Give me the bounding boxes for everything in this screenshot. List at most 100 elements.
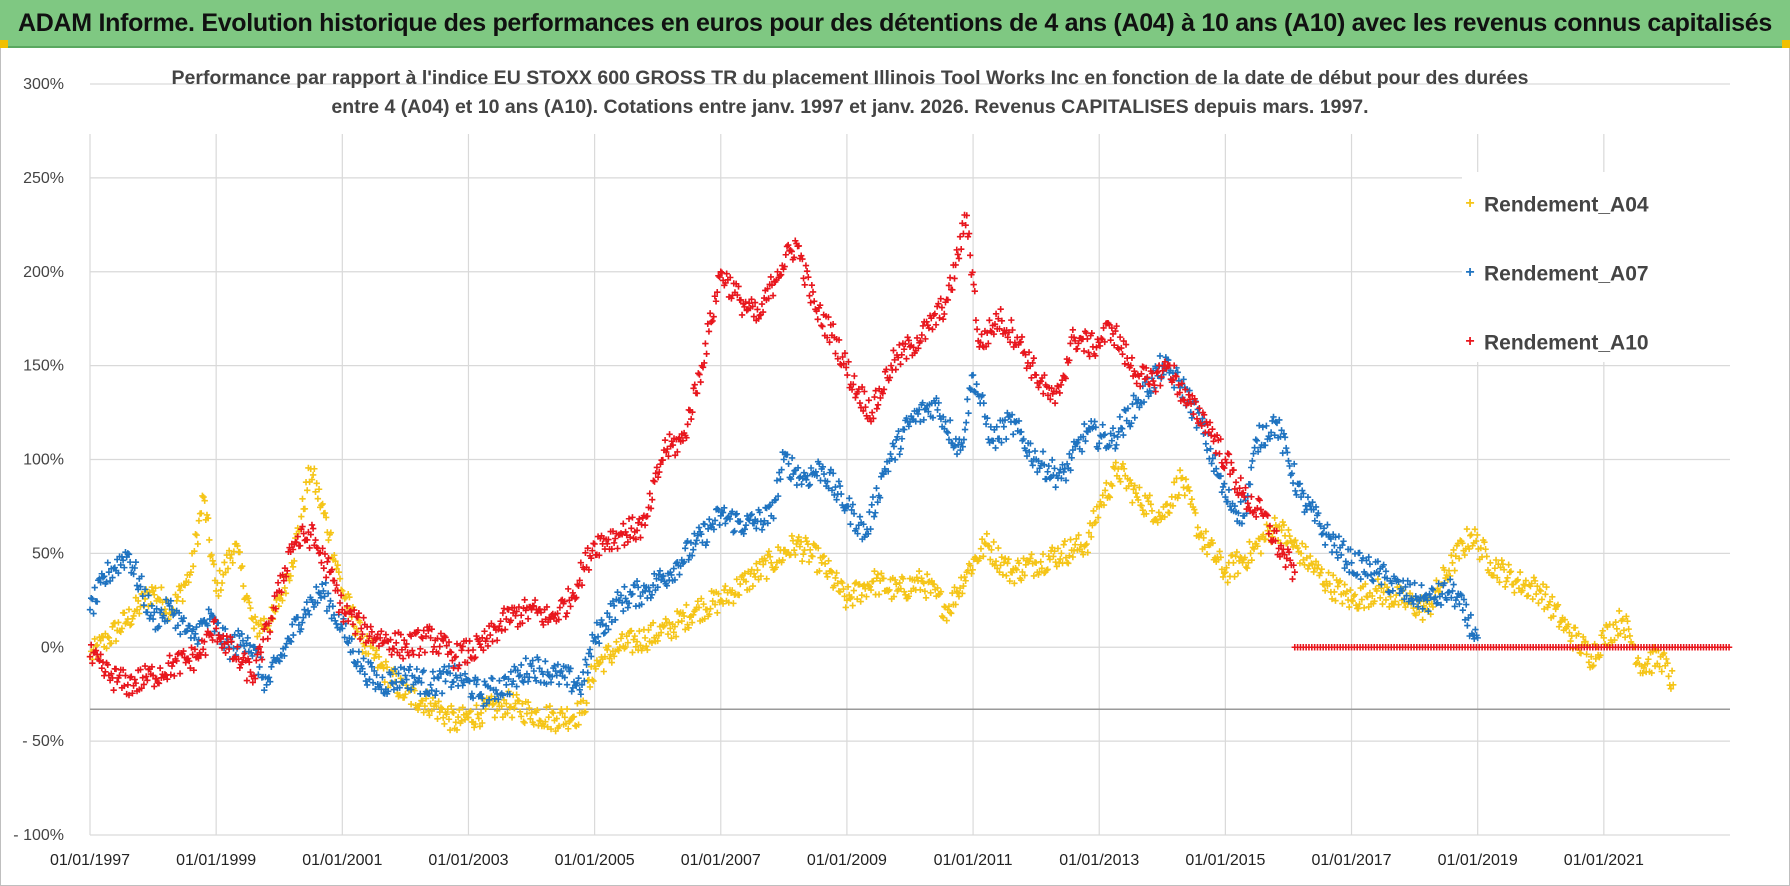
data-point-fill [868,501,875,509]
data-point-fill [312,536,319,544]
data-point-fill [433,702,440,710]
data-point-fill [628,525,635,532]
data-point [742,522,750,529]
data-point-fill [873,405,881,412]
data-point-fill [683,601,690,609]
data-point-fill [1012,419,1019,426]
data-point-fill [331,577,338,584]
data-point-fill [374,631,381,638]
data-point-fill [243,640,250,647]
data-point-fill [803,476,810,483]
data-point-fill [1217,472,1224,480]
data-point-fill [293,539,300,546]
data-point-fill [695,524,703,531]
data-point-fill [236,548,244,556]
data-point-fill [1027,440,1034,447]
data-point-fill [1359,554,1367,562]
data-point-fill [222,649,229,657]
data-point-fill [354,614,361,621]
data-point [1487,559,1494,566]
data-point-fill [360,614,367,621]
data-point-fill [604,540,611,548]
data-point-fill [1085,529,1093,536]
data-point-fill [281,584,288,592]
data-point-fill [1056,389,1064,397]
data-point-fill [753,317,760,324]
data-point-fill [282,590,290,597]
data-point-fill [260,615,268,622]
data-point-fill [719,509,727,516]
data-point-fill [380,665,387,672]
data-point-fill [945,603,953,610]
data-point-fill [871,568,878,575]
data-point-fill [567,665,574,672]
data-point-fill [649,619,657,627]
data-point-fill [117,628,124,636]
data-point-fill [445,716,453,723]
data-point-fill [1118,344,1125,352]
data-point-fill [1250,450,1257,457]
data-point-fill [1271,514,1278,522]
x-axis-labels: 01/01/1997 01/01/1999 01/01/2001 01/01/2003… [50,852,1644,869]
data-point-fill [192,630,199,638]
data-point-fill [1321,587,1329,594]
data-point-fill [294,533,301,540]
data-point [503,700,510,707]
data-point-fill [554,661,562,668]
data-point-fill [132,594,140,601]
data-point-fill [871,393,878,401]
data-point-fill [1196,405,1203,412]
data-point-fill [89,659,96,667]
data-point-fill [224,565,232,572]
data-point-fill [346,593,353,601]
data-point-fill [849,602,856,609]
data-point-fill [1115,428,1122,435]
data-point-fill [1471,526,1479,533]
data-point-fill [128,673,135,680]
data-point-fill [1082,437,1089,445]
data-point-fill [587,554,595,562]
data-point-fill [1266,435,1274,442]
data-point-fill [965,230,973,237]
data-point-fill [633,638,641,645]
data-point-fill [1181,492,1188,499]
data-point-fill [397,675,404,682]
data-point-fill [825,313,832,321]
data-point-fill [772,564,780,571]
data-point-fill [694,532,702,539]
data-point-fill [977,339,984,346]
data-point-fill [396,691,403,699]
data-point-fill [793,481,801,489]
y-tick-label: - 100% [13,827,64,844]
data-point-fill [475,637,482,645]
data-point-fill [712,298,720,305]
data-point-fill [205,606,212,613]
data-point-fill [204,514,212,522]
data-point-fill [1347,586,1354,594]
data-point-fill [1456,600,1463,608]
data-point-fill [802,534,809,542]
data-point-fill [879,469,886,477]
data-point-fill [162,596,170,603]
data-point-fill [850,587,858,594]
data-point-fill [833,569,840,577]
data-point-fill [812,468,819,475]
data-point-fill [146,615,153,622]
data-point-fill [905,423,913,430]
data-point-fill [1412,612,1419,619]
data-point-fill [1471,635,1478,643]
data-point-fill [1264,527,1272,534]
data-point-fill [176,670,184,677]
data-point-fill [670,629,677,636]
data-point-fill [987,327,994,335]
data-point-fill [702,541,710,549]
data-point-fill [1367,571,1375,578]
data-point-fill [697,378,704,386]
data-point [168,606,176,613]
data-point-fill [1192,509,1199,517]
data-point [301,606,308,613]
data-point-flat [1725,644,1733,651]
data-point-fill [582,708,589,715]
data-point-fill [710,526,718,533]
data-point-fill [425,627,432,634]
